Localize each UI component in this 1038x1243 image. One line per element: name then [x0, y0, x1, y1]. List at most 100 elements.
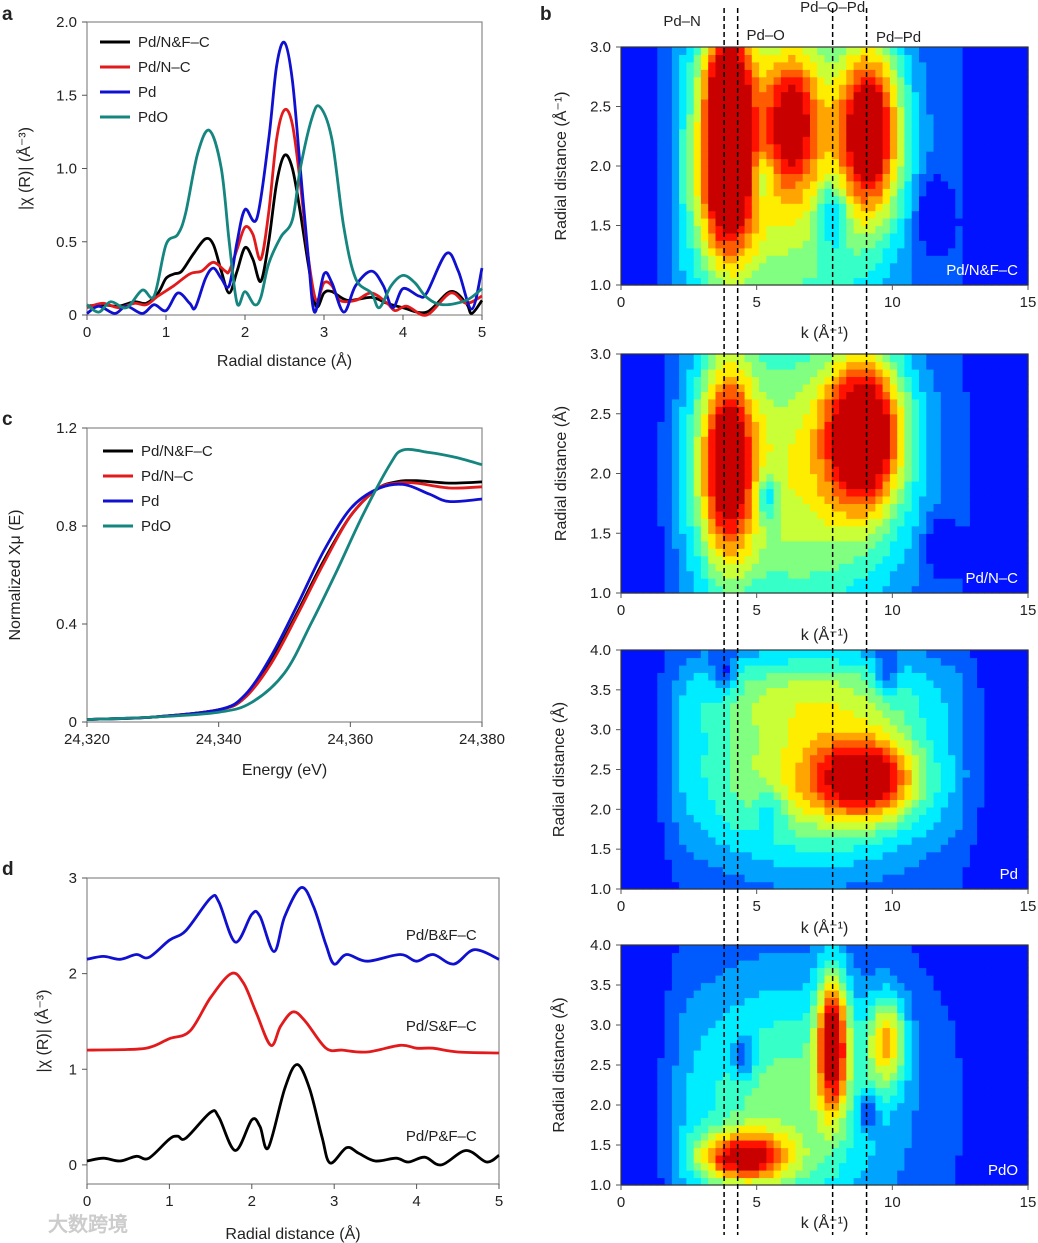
- heatmap-cell: [882, 836, 891, 845]
- heatmap-cell: [737, 874, 746, 883]
- chart-panel-b1: 0 5 10 151.01.52.02.53.0k (Å⁻¹)Radial dista…: [540, 0, 1036, 342]
- heatmap-cell: [744, 717, 753, 726]
- heatmap-cell: [737, 368, 746, 377]
- heatmap-cell: [955, 525, 964, 534]
- heatmap-cell: [650, 851, 658, 860]
- heatmap-cell: [846, 866, 855, 875]
- heatmap-cell: [1006, 585, 1015, 594]
- heatmap-cell: [795, 195, 804, 204]
- heatmap-cell: [817, 188, 826, 197]
- heatmap-cell: [788, 724, 797, 733]
- heatmap-cell: [744, 829, 753, 838]
- y-tick-label: 2.0: [56, 14, 77, 31]
- heatmap-cell: [810, 398, 818, 407]
- heatmap-cell: [715, 232, 724, 241]
- heatmap-cell: [977, 398, 985, 407]
- heatmap-cell: [889, 570, 898, 579]
- heatmap-cell: [664, 218, 673, 227]
- heatmap-cell: [671, 851, 680, 860]
- heatmap-cell: [853, 210, 862, 219]
- heatmap-cell: [911, 376, 920, 385]
- heatmap-cell: [642, 650, 651, 659]
- heatmap-cell: [846, 428, 855, 437]
- heatmap-cell: [839, 724, 847, 733]
- heatmap-cell: [984, 121, 993, 130]
- heatmap-cell: [679, 851, 687, 860]
- heatmap-cell: [1013, 503, 1022, 512]
- heatmap-cell: [824, 443, 833, 452]
- heatmap-cell: [621, 570, 629, 579]
- heatmap-cell: [708, 143, 717, 152]
- heatmap-cell: [824, 218, 833, 227]
- heatmap-cell: [810, 113, 818, 122]
- heatmap-cell: [1020, 518, 1029, 527]
- heatmap-cell: [744, 99, 753, 108]
- heatmap-cell: [860, 481, 869, 490]
- heatmap-cell: [889, 769, 898, 778]
- heatmap-cell: [788, 99, 797, 108]
- heatmap-cell: [788, 844, 797, 853]
- heatmap-cell: [853, 84, 862, 93]
- heatmap-cell: [875, 166, 884, 174]
- heatmap-cell: [802, 458, 811, 467]
- heatmap-cell: [919, 218, 927, 227]
- heatmap-cell: [875, 376, 884, 385]
- heatmap-cell: [642, 451, 651, 460]
- heatmap-cell: [664, 814, 673, 823]
- heatmap-cell: [679, 383, 687, 392]
- heatmap-cell: [650, 361, 658, 370]
- heatmap-cell: [751, 709, 760, 718]
- x-tick-label: 5: [478, 324, 486, 341]
- heatmap-cell: [693, 859, 702, 868]
- heatmap-cell: [969, 533, 978, 542]
- heatmap-cell: [919, 421, 927, 430]
- heatmap-cell: [664, 451, 673, 460]
- heatmap-cell: [700, 555, 709, 564]
- heatmap-cell: [889, 166, 898, 174]
- heatmap-cell: [940, 495, 949, 504]
- y-tick-label: 1.5: [590, 218, 611, 235]
- heatmap-cell: [817, 481, 826, 490]
- heatmap-cell: [911, 121, 920, 130]
- heatmap-cell: [700, 488, 709, 497]
- heatmap-cell: [635, 99, 644, 108]
- heatmap-cell: [875, 121, 884, 130]
- heatmap-cell: [722, 518, 731, 527]
- heatmap-cell: [875, 54, 884, 63]
- heatmap-cell: [853, 473, 862, 482]
- heatmap-cell: [657, 436, 666, 445]
- heatmap-cell: [897, 874, 906, 883]
- heatmap-cell: [788, 518, 797, 527]
- heatmap-cell: [650, 218, 658, 227]
- heatmap-cell: [628, 121, 637, 130]
- heatmap-cell: [628, 76, 637, 85]
- heatmap-cell: [919, 113, 927, 122]
- heatmap-cell: [650, 473, 658, 482]
- heatmap-cell: [657, 525, 666, 534]
- heatmap-cell: [708, 657, 717, 666]
- heatmap-cell: [788, 495, 797, 504]
- heatmap-cell: [904, 836, 913, 845]
- heatmap-cell: [635, 225, 644, 234]
- heatmap-cell: [984, 428, 993, 437]
- heatmap-cell: [817, 732, 826, 741]
- heatmap-cell: [969, 247, 978, 256]
- heatmap-cell: [671, 413, 680, 422]
- heatmap-cell: [962, 277, 971, 286]
- heatmap-cell: [926, 428, 935, 437]
- heatmap-cell: [897, 61, 906, 70]
- heatmap-cell: [642, 218, 651, 227]
- heatmap-cell: [671, 578, 680, 587]
- heatmap-cell: [897, 687, 906, 696]
- heatmap-cell: [737, 844, 746, 853]
- heatmap-cell: [977, 466, 985, 475]
- heatmap-cell: [919, 481, 927, 490]
- heatmap-cell: [955, 406, 964, 415]
- heatmap-cell: [715, 76, 724, 85]
- heatmap-cell: [671, 881, 680, 890]
- heatmap-cell: [795, 836, 804, 845]
- heatmap-cell: [802, 451, 811, 460]
- heatmap-cell: [780, 166, 789, 174]
- heatmap-cell: [824, 368, 833, 377]
- heatmap-cell: [621, 650, 629, 659]
